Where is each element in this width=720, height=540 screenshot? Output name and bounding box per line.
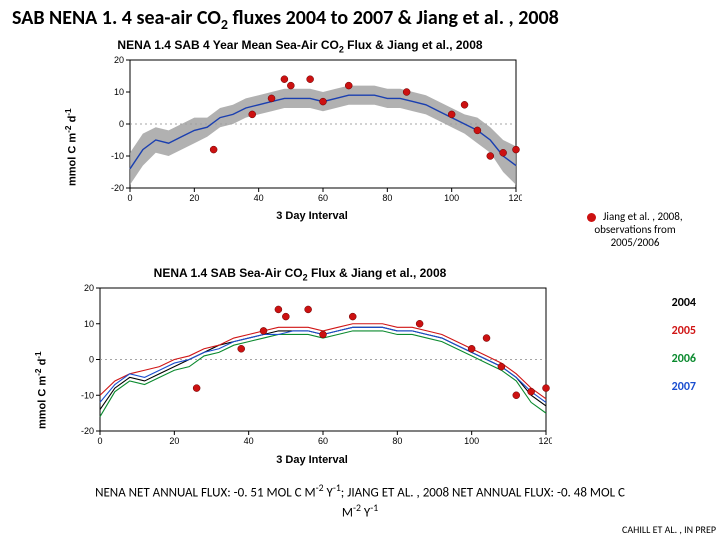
svg-text:10: 10 bbox=[84, 319, 94, 329]
chart2-plot: -20 -10 0 10 20 0 20 40 60 80 100 120 bbox=[72, 284, 552, 449]
svg-text:40: 40 bbox=[244, 436, 254, 446]
chart2-ylabel: mmol C m-2 d-1 bbox=[34, 351, 49, 429]
obs-marker-icon bbox=[587, 213, 596, 222]
svg-text:-10: -10 bbox=[111, 151, 124, 161]
svg-text:10: 10 bbox=[114, 87, 124, 97]
svg-text:100: 100 bbox=[444, 193, 459, 203]
svg-text:-20: -20 bbox=[81, 426, 94, 436]
svg-text:40: 40 bbox=[254, 193, 264, 203]
title-sub: 2 bbox=[221, 16, 228, 33]
chart-mean-flux: NENA 1.4 SAB 4 Year Mean Sea-Air CO2 Flu… bbox=[60, 36, 540, 226]
chart2-title: NENA 1.4 SAB Sea-Air CO2 Flux & Jiang et… bbox=[30, 266, 570, 282]
svg-text:120: 120 bbox=[508, 193, 522, 203]
legend-year-2006: 2006 bbox=[672, 352, 696, 366]
svg-text:80: 80 bbox=[392, 436, 402, 446]
svg-text:0: 0 bbox=[89, 355, 94, 365]
chart1-title: NENA 1.4 SAB 4 Year Mean Sea-Air CO2 Flu… bbox=[60, 38, 540, 54]
footer-annual-flux: NENA NET ANNUAL FLUX: -0. 51 MOL C M-2 Y… bbox=[12, 482, 708, 522]
obs-annotation: Jiang et al. , 2008, observations from 2… bbox=[560, 210, 710, 250]
chart1-ylabel: mmol C m-2 d-1 bbox=[64, 108, 79, 186]
chart1-plot: -20 -10 0 10 20 0 20 40 60 80 100 120 bbox=[102, 56, 522, 206]
legend-year-2004: 2004 bbox=[672, 296, 696, 310]
credit-text: CAHILL ET AL. , IN PREP bbox=[622, 523, 716, 536]
chart-yearly-flux: NENA 1.4 SAB Sea-Air CO2 Flux & Jiang et… bbox=[30, 264, 570, 474]
svg-text:20: 20 bbox=[189, 193, 199, 203]
svg-text:0: 0 bbox=[127, 193, 132, 203]
svg-text:60: 60 bbox=[318, 436, 328, 446]
svg-text:-10: -10 bbox=[81, 390, 94, 400]
svg-text:20: 20 bbox=[169, 436, 179, 446]
svg-text:100: 100 bbox=[464, 436, 479, 446]
slide-title: SAB NENA 1. 4 sea-air CO2 fluxes 2004 to… bbox=[12, 6, 708, 33]
svg-text:80: 80 bbox=[382, 193, 392, 203]
svg-text:60: 60 bbox=[318, 193, 328, 203]
legend-year-2005: 2005 bbox=[672, 324, 696, 338]
title-pre: SAB NENA 1. 4 sea-air CO bbox=[12, 6, 221, 30]
svg-text:20: 20 bbox=[114, 56, 124, 65]
svg-text:20: 20 bbox=[84, 284, 94, 293]
svg-text:120: 120 bbox=[538, 436, 552, 446]
svg-text:-20: -20 bbox=[111, 183, 124, 193]
chart2-xlabel: 3 Day Interval bbox=[72, 454, 552, 466]
svg-text:0: 0 bbox=[97, 436, 102, 446]
legend-year-2007: 2007 bbox=[672, 380, 696, 394]
chart1-xlabel: 3 Day Interval bbox=[102, 210, 522, 222]
title-post: fluxes 2004 to 2007 & Jiang et al. , 200… bbox=[228, 6, 559, 30]
svg-text:0: 0 bbox=[119, 119, 124, 129]
